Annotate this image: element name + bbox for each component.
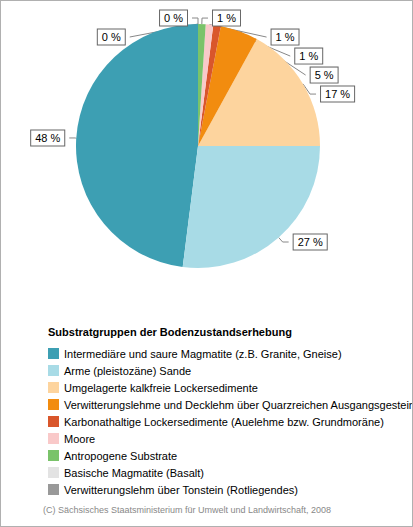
svg-text:Substratgruppen der Bodenzusta: Substratgruppen der Bodenzustandserhebun… — [48, 326, 292, 338]
svg-text:17 %: 17 % — [325, 88, 350, 100]
svg-text:27 %: 27 % — [298, 236, 323, 248]
svg-text:Antropogene Substrate: Antropogene Substrate — [64, 450, 177, 462]
svg-text:Verwitterungslehme und Deckleh: Verwitterungslehme und Decklehm über Qua… — [64, 399, 412, 411]
svg-text:Moore: Moore — [64, 433, 95, 445]
svg-text:1 %: 1 % — [299, 50, 318, 62]
svg-text:48 %: 48 % — [35, 132, 60, 144]
svg-text:0 %: 0 % — [164, 12, 183, 24]
svg-text:1 %: 1 % — [276, 31, 295, 43]
svg-text:1 %: 1 % — [217, 12, 236, 24]
svg-text:Umgelagerte kalkfreie Lockerse: Umgelagerte kalkfreie Lockersedimente — [64, 382, 258, 394]
svg-text:Intermediäre und saure Magmati: Intermediäre und saure Magmatite (z.B. G… — [64, 348, 342, 360]
svg-text:Basische Magmatite (Basalt): Basische Magmatite (Basalt) — [64, 467, 204, 479]
svg-text:Arme (pleistozäne) Sande: Arme (pleistozäne) Sande — [64, 365, 191, 377]
svg-text:Karbonathaltige Lockersediment: Karbonathaltige Lockersedimente (Auelehm… — [64, 416, 384, 428]
svg-text:(C) Sächsisches Staatsminister: (C) Sächsisches Staatsministerium für Um… — [43, 505, 331, 515]
svg-text:Verwitterungslehm über Tonstei: Verwitterungslehm über Tonstein (Rotlieg… — [64, 484, 298, 496]
svg-text:5 %: 5 % — [315, 69, 334, 81]
svg-text:0 %: 0 % — [102, 31, 121, 43]
